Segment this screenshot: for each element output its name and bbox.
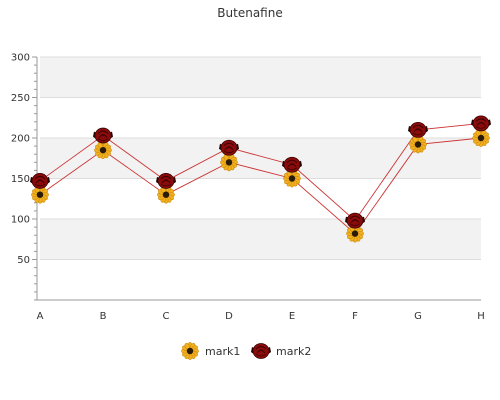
legend-label-mark1: mark1 — [205, 345, 240, 358]
x-tick-label: B — [100, 311, 107, 322]
x-tick-label: D — [225, 311, 233, 322]
y-tick-label: 150 — [11, 174, 30, 185]
sunflower-icon — [180, 341, 200, 361]
grid-band — [40, 219, 481, 260]
x-tick-label: C — [163, 311, 170, 322]
series-line-mark1 — [39, 137, 482, 235]
data-point-mark2 — [470, 115, 492, 132]
grid-band — [40, 57, 481, 98]
chart-title: Butenafine — [217, 6, 282, 20]
series-line-mark2 — [39, 122, 482, 222]
grid-lines — [40, 56, 481, 260]
y-tick-label: 100 — [11, 215, 30, 226]
legend-label-mark2: mark2 — [276, 345, 311, 358]
y-axis-ticks: 50 100 150 200 250 300 — [11, 53, 30, 267]
x-tick-label: G — [414, 311, 422, 322]
x-tick-label: H — [477, 311, 485, 322]
legend: mark1 mark2 — [180, 341, 311, 361]
x-tick-label: E — [289, 311, 295, 322]
rose-icon — [250, 343, 272, 359]
x-tick-label: A — [37, 311, 44, 322]
x-axis-ticks: A B C D E F G H — [37, 311, 485, 322]
y-tick-label: 200 — [11, 134, 30, 145]
data-point-mark2 — [407, 121, 429, 138]
y-tick-label: 250 — [11, 93, 30, 104]
axes — [32, 56, 481, 301]
y-tick-label: 50 — [17, 255, 30, 266]
x-tick-label: F — [352, 311, 358, 322]
y-tick-label: 300 — [11, 53, 30, 64]
series-lines — [39, 122, 482, 235]
grid-bands — [40, 57, 481, 260]
